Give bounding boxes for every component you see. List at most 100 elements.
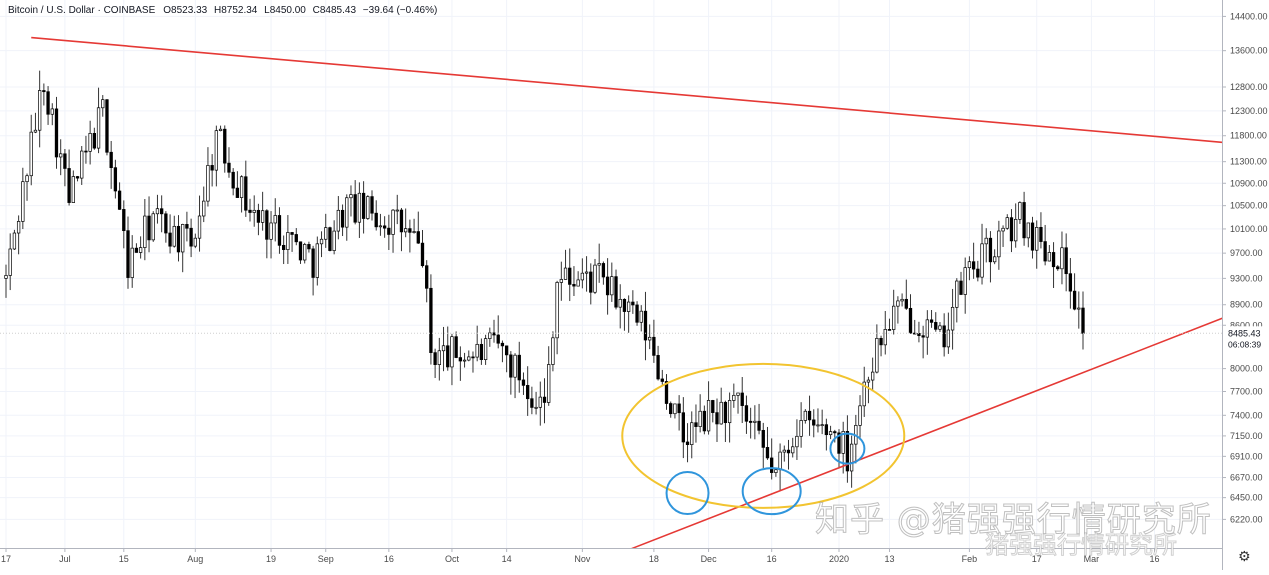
candle-body (4, 275, 8, 279)
candle-body (370, 196, 374, 214)
blue-circle-annotation (665, 471, 710, 516)
candle-body (374, 212, 378, 228)
candle-body (239, 176, 244, 198)
candle-body (614, 276, 618, 308)
y-tick-label: 8600.00 (1230, 320, 1263, 330)
y-tick-label: 10900.00 (1230, 178, 1268, 188)
candle-body (84, 150, 88, 153)
x-tick-label: 17 (1, 554, 11, 564)
candle-body (96, 107, 101, 149)
candle-body (429, 287, 433, 353)
candle-body (669, 403, 673, 415)
candle-body (206, 165, 210, 202)
drawings (31, 36, 1235, 563)
y-tick-label: 6670.00 (1230, 473, 1263, 483)
x-tick-label: Jul (59, 554, 71, 564)
candle-body (719, 401, 723, 425)
candle-body (273, 215, 277, 224)
candle-body (904, 298, 908, 309)
candle-body (530, 398, 534, 408)
candle-body (185, 224, 189, 229)
candle-body (340, 209, 345, 228)
candle-body (353, 194, 357, 223)
candle-body (900, 298, 904, 302)
candle-body (664, 381, 669, 404)
candle-body (610, 276, 614, 296)
candle-body (176, 225, 181, 253)
candle-body (50, 108, 54, 115)
candle-body (706, 400, 711, 432)
candle-body (648, 336, 652, 341)
candle-body (782, 449, 786, 453)
blue-circle-annotation (829, 432, 866, 465)
y-tick-label: 8900.00 (1230, 300, 1263, 310)
candle-body (879, 337, 883, 346)
candle-body (765, 447, 770, 459)
y-tick-label: 7150.00 (1230, 431, 1263, 441)
candle-body (555, 282, 559, 339)
candle-body (723, 401, 728, 424)
candle-body (8, 248, 12, 276)
candle-body (408, 228, 412, 233)
candle-body (652, 336, 656, 356)
candle-body (117, 190, 122, 210)
candle-body (942, 325, 946, 348)
candle-body (467, 356, 471, 361)
candle-body (807, 410, 812, 421)
candle-body (475, 343, 479, 358)
candle-body (757, 420, 761, 431)
x-tick-label: 13 (884, 554, 894, 564)
candle-body (551, 337, 555, 365)
candle-body (387, 227, 391, 235)
candle-body (681, 412, 685, 443)
candle-body (433, 352, 437, 365)
candle-body (913, 332, 917, 335)
candle-body (298, 241, 303, 261)
candle-body (622, 298, 627, 312)
gear-icon[interactable]: ⚙ (1238, 548, 1251, 564)
candle-body (862, 381, 866, 407)
candle-body (311, 248, 315, 278)
last-price-label: 8485.43 (1228, 328, 1261, 338)
candle-body (643, 310, 648, 341)
candle-body (892, 305, 896, 330)
candle-body (441, 345, 446, 352)
candle-body (202, 200, 206, 217)
candle-body (791, 446, 795, 454)
candle-body (462, 359, 467, 362)
candle-body (589, 271, 593, 293)
candle-body (88, 133, 92, 152)
candle-body (837, 432, 841, 454)
candle-body (134, 247, 139, 253)
candles (4, 70, 1085, 491)
candle-body (218, 128, 223, 132)
candle-body (828, 431, 833, 436)
y-tick-label: 14400.00 (1230, 11, 1268, 21)
candle-body (80, 150, 84, 179)
ohlc-values: O8523.33 H8752.34 L8450.00 C8485.43 −39.… (163, 5, 441, 16)
candle-body (870, 371, 875, 381)
candle-body (849, 443, 854, 472)
x-tick-label: 15 (119, 554, 129, 564)
candle-body (1009, 217, 1014, 242)
candle-body (382, 225, 387, 229)
candle-body (504, 345, 509, 356)
candle-body (976, 268, 980, 278)
y-tick-label: 9700.00 (1230, 248, 1263, 258)
candle-body (244, 176, 248, 211)
candle-body (702, 410, 707, 432)
candle-body (63, 153, 67, 169)
x-tick-label: Mar (1084, 554, 1100, 564)
y-tick-label: 6910.00 (1230, 451, 1263, 461)
candle-body (799, 420, 803, 437)
blue-circle-annotation (741, 467, 802, 516)
candle-body (786, 449, 791, 454)
candle-body (929, 319, 934, 323)
candle-body (122, 209, 126, 232)
candle-body (934, 322, 938, 330)
candle-body (265, 210, 269, 240)
y-tick-label: 12800.00 (1230, 82, 1268, 92)
